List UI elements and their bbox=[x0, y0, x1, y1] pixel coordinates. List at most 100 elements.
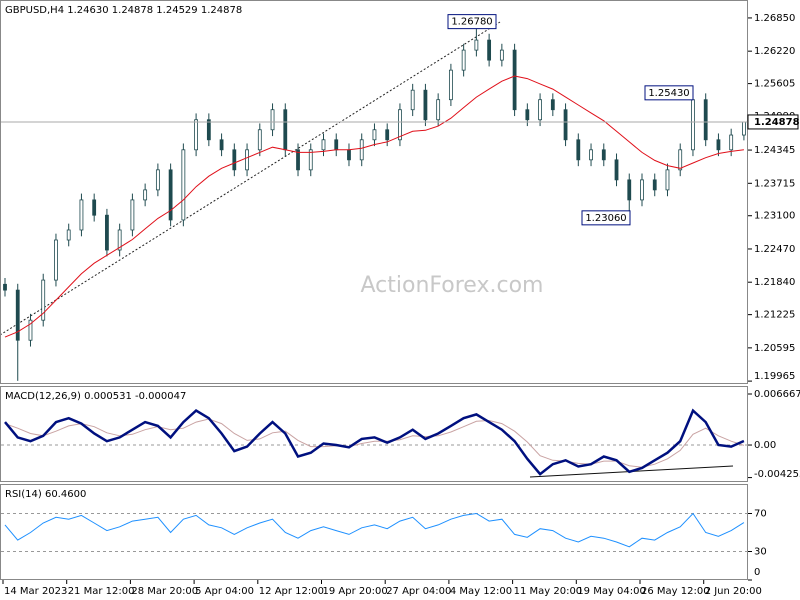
watermark: ActionForex.com bbox=[361, 273, 544, 298]
candle-body bbox=[385, 129, 390, 141]
series-line bbox=[4, 408, 745, 476]
candle-body bbox=[66, 229, 71, 241]
candle-body bbox=[678, 149, 683, 171]
chart-title: GBPUSD,H4 1.24630 1.24878 1.24529 1.2487… bbox=[5, 5, 242, 16]
candle-body bbox=[538, 99, 542, 121]
series-line bbox=[4, 75, 744, 338]
y-tick-label: 1.26850 bbox=[754, 13, 795, 24]
candle-body bbox=[28, 319, 33, 341]
y-tick-label: 0 bbox=[754, 567, 760, 578]
candle-body bbox=[563, 109, 568, 141]
y-tick-label: 30 bbox=[754, 547, 767, 558]
candle-body bbox=[54, 239, 58, 281]
x-tick-label: 26 May 12:00 bbox=[641, 586, 710, 597]
candle-body bbox=[130, 199, 135, 231]
candle-body bbox=[423, 89, 428, 121]
candle-body bbox=[474, 39, 479, 51]
candle-body bbox=[691, 99, 695, 151]
y-tick-label: 0.006667 bbox=[754, 389, 800, 400]
candle-body bbox=[15, 289, 20, 341]
candle-body bbox=[614, 159, 619, 181]
candle-body bbox=[334, 139, 339, 151]
candle-body bbox=[206, 119, 211, 141]
x-tick-label: 19 Apr 20:00 bbox=[323, 586, 388, 597]
x-tick-label: 11 May 20:00 bbox=[514, 586, 583, 597]
x-tick-label: 21 Mar 12:00 bbox=[68, 586, 135, 597]
candle-body bbox=[729, 134, 734, 151]
candle-body bbox=[398, 109, 402, 141]
candle-body bbox=[347, 149, 351, 161]
candle-body bbox=[703, 99, 708, 141]
annotation-label: 1.25430 bbox=[648, 88, 689, 99]
x-tick-label: 27 Apr 04:00 bbox=[386, 586, 451, 597]
candle-body bbox=[372, 129, 377, 141]
y-tick-label: -0.004253 bbox=[754, 469, 800, 480]
candle-body bbox=[487, 39, 492, 61]
candle-body bbox=[665, 169, 670, 191]
y-tick-label: 1.23100 bbox=[754, 211, 795, 222]
candle-body bbox=[79, 199, 84, 231]
x-tick-label: 4 May 12:00 bbox=[450, 586, 512, 597]
candle-body bbox=[627, 179, 632, 201]
y-tick-label: 1.22470 bbox=[754, 244, 795, 255]
annotation-label: 1.26780 bbox=[451, 17, 492, 28]
x-tick-label: 12 Apr 12:00 bbox=[259, 586, 324, 597]
candle-body bbox=[143, 189, 148, 201]
annotation-box bbox=[581, 210, 631, 226]
candle-body bbox=[576, 139, 581, 161]
y-tick-label: 1.21840 bbox=[754, 277, 795, 288]
candle-body bbox=[550, 99, 555, 111]
x-tick-label: 14 Mar 2023 bbox=[4, 586, 67, 597]
candle-body bbox=[41, 279, 46, 321]
candle-body bbox=[168, 169, 173, 221]
y-tick-label: 1.21225 bbox=[754, 310, 795, 321]
candle-body bbox=[716, 139, 721, 151]
candle-body bbox=[321, 139, 326, 151]
rsi-title: RSI(14) 60.4600 bbox=[5, 489, 86, 500]
candle-body bbox=[652, 179, 657, 191]
macd-title: MACD(12,26,9) 0.000531 -0.000047 bbox=[5, 391, 186, 402]
candle-body bbox=[105, 214, 109, 251]
candle-body bbox=[640, 179, 644, 201]
x-tick-label: 2 Jun 20:00 bbox=[705, 586, 762, 597]
x-tick-label: 28 Mar 20:00 bbox=[131, 586, 198, 597]
candle-body bbox=[448, 69, 453, 101]
x-tick-label: 5 Apr 04:00 bbox=[195, 586, 254, 597]
candle-body bbox=[117, 229, 122, 251]
candle-body bbox=[155, 169, 160, 191]
candle-body bbox=[181, 149, 186, 221]
y-tick-label: 1.23715 bbox=[754, 178, 795, 189]
candle-body bbox=[296, 149, 300, 171]
candle-body bbox=[194, 119, 199, 151]
candle-body bbox=[232, 149, 237, 171]
candle-body bbox=[525, 109, 530, 121]
annotation-box bbox=[644, 85, 694, 101]
candle-body bbox=[3, 283, 7, 291]
y-tick-label: 0.00 bbox=[754, 440, 776, 451]
candle-body bbox=[270, 109, 275, 131]
candle-body bbox=[219, 139, 224, 151]
candle-body bbox=[742, 121, 746, 136]
candle-body bbox=[589, 149, 593, 161]
annotation-box bbox=[447, 14, 497, 30]
series-line bbox=[4, 512, 745, 548]
x-tick-label: 19 May 04:00 bbox=[577, 586, 646, 597]
rsi-pane bbox=[0, 484, 748, 580]
candle-body bbox=[359, 139, 364, 161]
macd-pane bbox=[0, 386, 748, 482]
candle-body bbox=[601, 149, 606, 161]
candle-body bbox=[499, 49, 504, 61]
y-tick-label: 70 bbox=[754, 509, 767, 520]
candle-body bbox=[245, 149, 249, 171]
candle-body bbox=[410, 89, 415, 111]
candle-body bbox=[436, 99, 441, 121]
y-tick-label: 1.20595 bbox=[754, 343, 795, 354]
candle-body bbox=[92, 199, 97, 216]
candle-body bbox=[257, 129, 262, 151]
candle-body bbox=[283, 109, 288, 151]
y-tick-label: 1.25605 bbox=[754, 79, 795, 90]
annotation-label: 1.23060 bbox=[585, 213, 626, 224]
last-price-box bbox=[747, 114, 799, 130]
price-pane bbox=[0, 0, 748, 384]
